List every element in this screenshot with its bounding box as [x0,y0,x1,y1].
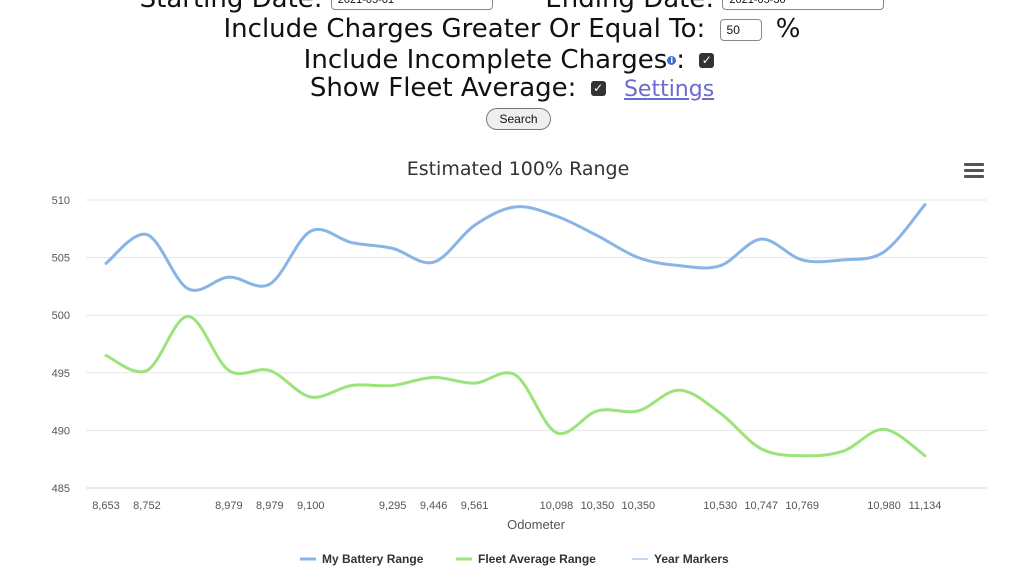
ending-date-label: Ending Date: [545,0,714,14]
x-tick-label: 10,530 [703,500,737,512]
x-tick-label: 10,747 [744,500,778,512]
starting-date-label: Starting Date: [140,0,323,14]
legend-item[interactable]: Year Markers [654,552,729,566]
y-tick-label: 495 [52,368,70,380]
x-tick-label: 11,134 [909,500,942,512]
x-tick-label: 10,769 [785,500,819,512]
x-tick-label: 9,561 [461,500,489,512]
x-tick-label: 10,350 [581,500,615,512]
chart-menu-icon[interactable] [964,163,984,181]
charges-threshold-input[interactable]: 50 [719,18,762,41]
y-tick-label: 500 [52,310,70,322]
x-tick-label: 9,295 [379,500,407,512]
search-button[interactable]: Search [486,108,551,130]
incomplete-charges-label: Include Incomplete Charges [303,45,668,75]
settings-link[interactable]: Settings [623,77,715,102]
x-tick-label: 8,979 [215,500,243,512]
fleet-average-row: Show Fleet Average: ✓ Settings [0,73,1024,103]
series-line-fleet-average-range[interactable] [104,314,927,458]
y-tick-label: 490 [52,425,70,437]
range-chart: Estimated 100% Range 485490495500505510 … [52,158,987,566]
fleet-average-checkbox[interactable]: ✓ [590,81,606,96]
legend-item[interactable]: My Battery Range [322,552,424,566]
x-tick-label: 10,350 [622,500,656,512]
x-tick-label: 10,980 [867,500,901,512]
starting-date-input[interactable]: 2021-05-01 [330,0,493,10]
y-tick-label: 505 [52,253,70,265]
legend-item[interactable]: Fleet Average Range [478,552,596,566]
charges-threshold-unit: % [775,14,801,44]
x-tick-label: 8,752 [133,500,161,512]
x-tick-label: 9,100 [297,500,325,512]
fleet-average-label: Show Fleet Average: [309,73,577,103]
incomplete-charges-checkbox[interactable]: ✓ [699,53,715,68]
ending-date-input[interactable]: 2021-05-30 [722,0,885,10]
x-tick-label: 10,098 [540,500,574,512]
charges-threshold-label: Include Charges Greater Or Equal To: [223,14,706,44]
x-tick-label: 9,446 [420,500,448,512]
series-line-my-battery-range[interactable] [104,203,927,292]
y-tick-label: 485 [52,483,70,495]
chart-legend: My Battery Range Fleet Average Range Year … [300,552,729,566]
x-tick-label: 8,979 [256,500,284,512]
info-icon[interactable]: i [667,56,677,65]
y-tick-label: 510 [52,195,70,207]
charges-threshold-row: Include Charges Greater Or Equal To: 50 … [0,14,1024,44]
x-axis-title: Odometer [507,517,565,532]
x-tick-label: 8,653 [92,500,120,512]
incomplete-charges-colon: : [676,45,686,75]
date-range-row: Starting Date: 2021-05-01 Ending Date: 2… [0,0,1024,14]
incomplete-charges-row: Include Incomplete Charges i: ✓ [0,45,1024,75]
chart-title: Estimated 100% Range [407,158,630,180]
